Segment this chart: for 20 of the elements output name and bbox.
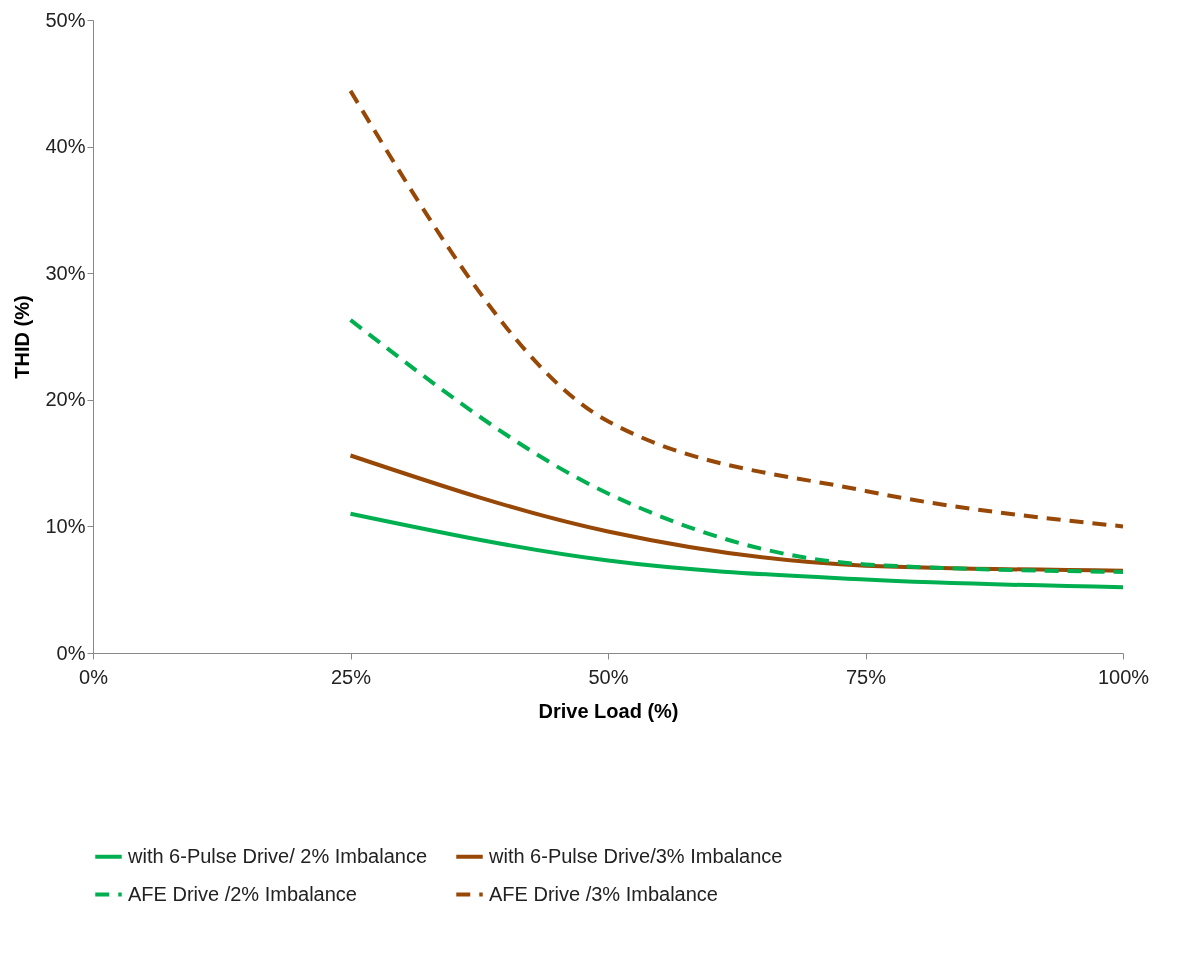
line-series bbox=[348, 318, 1125, 574]
y-tick-label: 30% bbox=[45, 261, 86, 284]
x-tick-label: 75% bbox=[845, 665, 887, 688]
y-tick-label: 0% bbox=[56, 641, 86, 664]
legend-label: AFE Drive /2% Imbalance bbox=[128, 882, 357, 905]
y-tick-label: 50% bbox=[45, 8, 86, 31]
y-axis-title: THID (%) bbox=[11, 295, 34, 379]
legend-label: with 6-Pulse Drive/3% Imbalance bbox=[488, 844, 783, 867]
line-series bbox=[348, 88, 1125, 529]
y-tick-label: 10% bbox=[45, 514, 86, 537]
x-tick-label: 0% bbox=[79, 665, 109, 688]
x-tick-label: 25% bbox=[330, 665, 372, 688]
legend-label: with 6-Pulse Drive/ 2% Imbalance bbox=[127, 844, 428, 867]
x-tick-label: 50% bbox=[588, 665, 629, 688]
legend-label: AFE Drive /3% Imbalance bbox=[489, 882, 718, 905]
x-tick-label: 100% bbox=[1097, 665, 1150, 688]
y-tick-label: 20% bbox=[45, 388, 86, 411]
y-tick-label: 40% bbox=[45, 135, 86, 158]
x-axis-title: Drive Load (%) bbox=[538, 699, 679, 722]
line-series bbox=[348, 511, 1125, 590]
